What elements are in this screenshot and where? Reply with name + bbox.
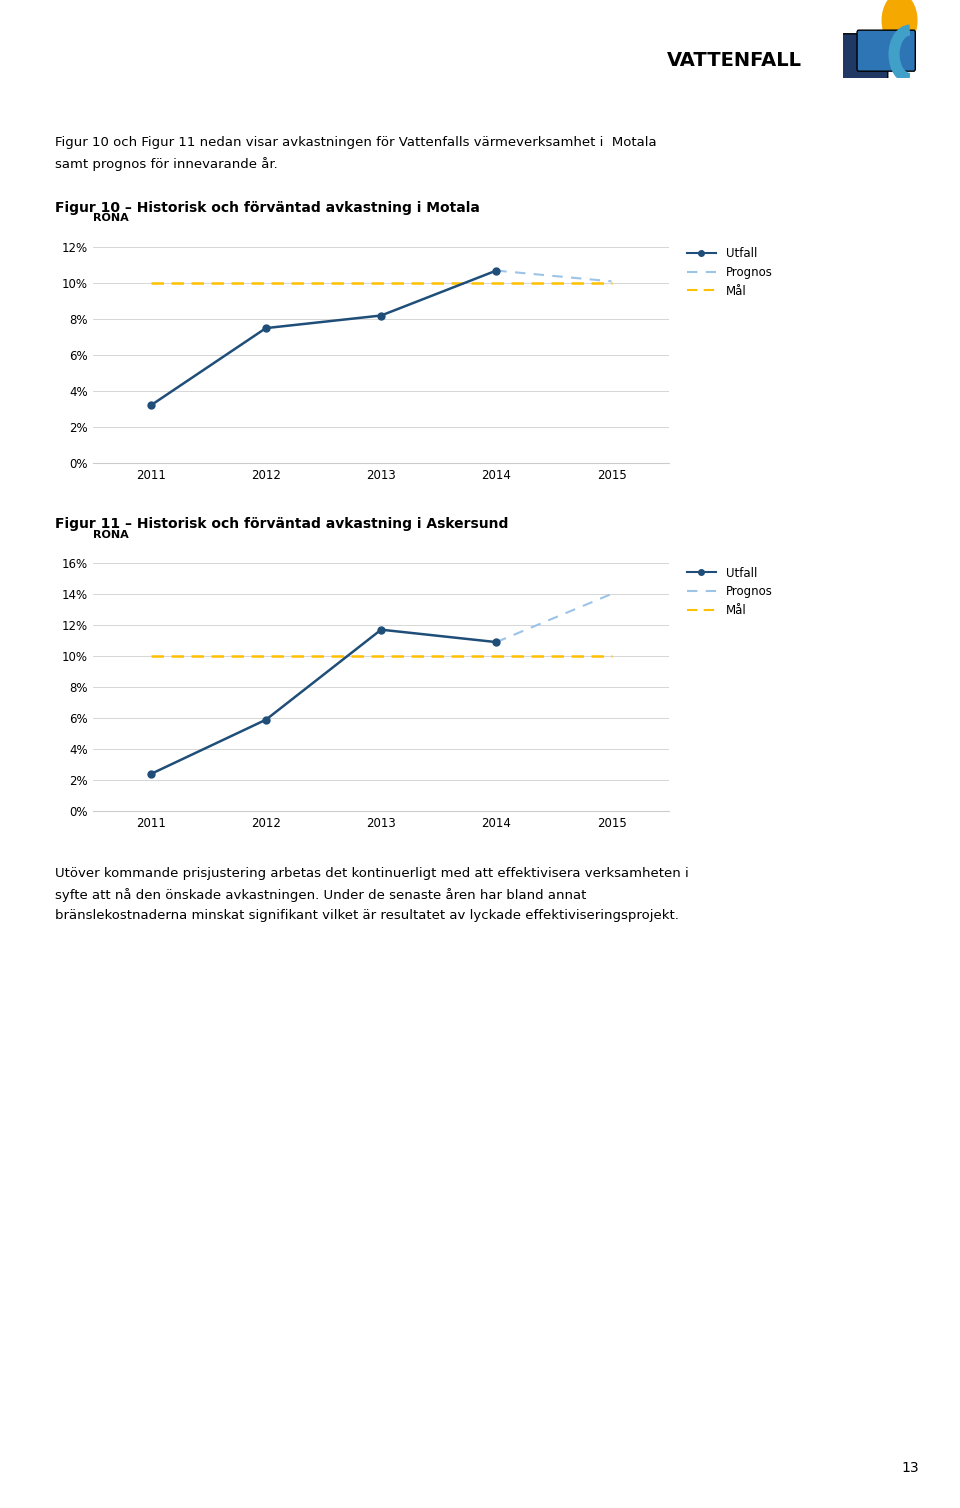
- Text: samt prognos för innevarande år.: samt prognos för innevarande år.: [55, 157, 277, 170]
- Text: bränslekostnaderna minskat signifikant vilket är resultatet av lyckade effektivi: bränslekostnaderna minskat signifikant v…: [55, 909, 679, 923]
- Text: Figur 10 och Figur 11 nedan visar avkastningen för Vattenfalls värmeverksamhet i: Figur 10 och Figur 11 nedan visar avkast…: [55, 136, 657, 149]
- FancyBboxPatch shape: [841, 33, 888, 81]
- Text: Figur 11 – Historisk och förväntad avkastning i Askersund: Figur 11 – Historisk och förväntad avkas…: [55, 517, 508, 531]
- Text: 13: 13: [901, 1461, 919, 1475]
- Text: Utöver kommande prisjustering arbetas det kontinuerligt med att effektivisera ve: Utöver kommande prisjustering arbetas de…: [55, 867, 688, 881]
- Text: VATTENFALL: VATTENFALL: [667, 51, 803, 71]
- Text: Figur 10 – Historisk och förväntad avkastning i Motala: Figur 10 – Historisk och förväntad avkas…: [55, 201, 480, 214]
- Circle shape: [882, 0, 917, 47]
- Legend: Utfall, Prognos, Mål: Utfall, Prognos, Mål: [686, 567, 773, 617]
- FancyBboxPatch shape: [857, 30, 915, 71]
- Text: RONA: RONA: [93, 529, 129, 540]
- Text: syfte att nå den önskade avkastningen. Under de senaste åren har bland annat: syfte att nå den önskade avkastningen. U…: [55, 888, 587, 902]
- Legend: Utfall, Prognos, Mål: Utfall, Prognos, Mål: [686, 247, 773, 297]
- Text: RONA: RONA: [93, 213, 129, 223]
